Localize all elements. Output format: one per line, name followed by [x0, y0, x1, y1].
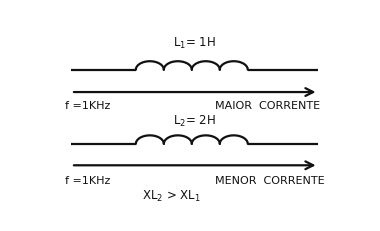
Text: MAIOR  CORRENTE: MAIOR CORRENTE	[215, 100, 320, 110]
Text: MENOR  CORRENTE: MENOR CORRENTE	[215, 175, 325, 185]
Text: L$_2$= 2H: L$_2$= 2H	[173, 114, 216, 129]
Text: f =1KHz: f =1KHz	[65, 175, 111, 185]
Text: f =1KHz: f =1KHz	[65, 100, 111, 110]
Text: XL$_2$ > XL$_1$: XL$_2$ > XL$_1$	[142, 188, 201, 203]
Text: L$_1$= 1H: L$_1$= 1H	[173, 35, 216, 50]
